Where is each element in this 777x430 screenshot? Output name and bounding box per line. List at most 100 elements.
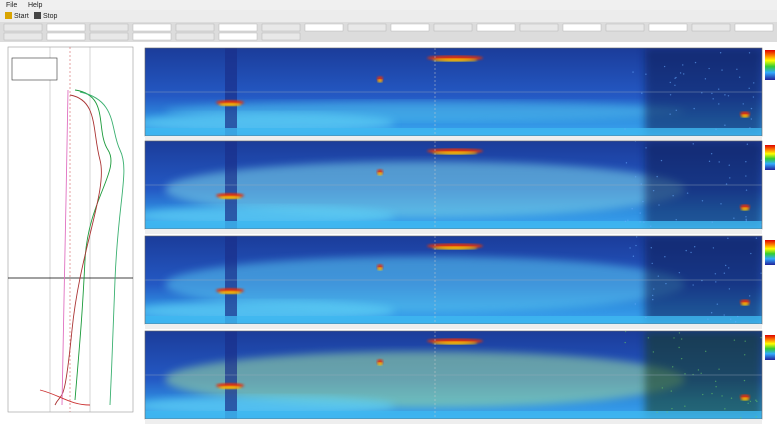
speckle (679, 72, 682, 74)
speckle (743, 354, 746, 356)
speckle (723, 272, 726, 274)
speckle (724, 94, 726, 96)
speckle (684, 405, 686, 407)
speckle (660, 159, 663, 162)
speckle (690, 251, 692, 254)
speckle (627, 219, 629, 221)
cloud-signal (432, 341, 478, 345)
parameter-field (132, 23, 172, 32)
toolbar-button[interactable]: Start (14, 13, 29, 20)
speckle (624, 220, 627, 223)
speckle (669, 94, 672, 96)
color-scale (765, 240, 775, 265)
speckle (711, 92, 713, 95)
speckle (661, 387, 664, 389)
speckle (643, 221, 645, 223)
lidar-panels (144, 47, 763, 424)
speckle (750, 118, 753, 120)
menu-item[interactable]: Help (28, 2, 43, 9)
speckle (724, 124, 726, 126)
speckle (702, 393, 704, 396)
speckle (685, 249, 687, 252)
cloud-signal (377, 362, 383, 366)
speckle (675, 218, 677, 221)
lidar-panel (144, 47, 763, 141)
speckle (721, 69, 723, 71)
lidar-panel (144, 140, 763, 234)
parameter-field (46, 23, 86, 32)
speckle (736, 68, 738, 70)
speckle (697, 369, 700, 371)
speckle (680, 357, 683, 360)
speckle (745, 189, 748, 191)
speckle (755, 399, 757, 401)
aerosol-layer (165, 351, 685, 408)
parameter-field (390, 23, 430, 32)
menu-item[interactable]: File (6, 2, 17, 9)
speckle (714, 273, 717, 275)
speckle (658, 204, 660, 206)
speckle (678, 346, 680, 349)
parameter-field (3, 23, 43, 32)
speckle (707, 318, 709, 320)
cloud-signal (377, 79, 383, 83)
stop-icon (34, 12, 41, 19)
speckle (760, 272, 762, 274)
speckle (717, 88, 720, 90)
speckle (760, 224, 762, 226)
speckle (753, 82, 755, 84)
speckle (692, 284, 694, 286)
parameter-field (734, 23, 774, 32)
profile-frame (7, 46, 134, 413)
speckle (750, 252, 752, 255)
speckle (674, 77, 676, 79)
speckle (652, 189, 655, 192)
speckle (701, 279, 703, 282)
toolbar-button[interactable]: Stop (43, 13, 58, 20)
speckle (693, 107, 695, 110)
speckle (724, 264, 727, 267)
time-axis-strip (145, 136, 762, 141)
speckle (640, 183, 642, 185)
color-scale (765, 145, 775, 170)
speckle (701, 200, 704, 202)
cloud-signal (218, 291, 242, 295)
speckle (728, 288, 731, 290)
speckle (665, 282, 667, 285)
speckle (680, 338, 683, 340)
speckle (639, 212, 641, 214)
speckle (745, 220, 747, 222)
menu-bar (0, 0, 777, 10)
parameter-field (46, 32, 86, 41)
parameter-field (89, 23, 129, 32)
speckle (675, 109, 677, 111)
speckle (684, 373, 686, 375)
color-scale (765, 50, 775, 80)
aerosol-layer (165, 161, 685, 218)
cloud-signal (741, 114, 749, 118)
speckle (710, 152, 713, 155)
speckle (742, 103, 744, 105)
speckle (748, 87, 750, 89)
parameter-field (347, 23, 387, 32)
speckle (625, 162, 628, 164)
speckle (715, 385, 717, 388)
speckle (760, 159, 762, 162)
speckle (743, 379, 746, 382)
profile-curve (79, 91, 125, 406)
profile-curve (39, 389, 91, 406)
speckle (650, 225, 652, 227)
speckle (760, 336, 762, 339)
speckle (755, 416, 757, 418)
lidar-panel (144, 235, 763, 329)
cloud-signal (741, 397, 749, 401)
speckle (740, 417, 742, 419)
cloud-signal (377, 172, 383, 176)
cloud-signal (218, 196, 242, 200)
panel-content (145, 236, 762, 324)
speckle (678, 332, 681, 334)
speckle (748, 52, 751, 54)
parameter-field (218, 23, 258, 32)
speckle (710, 312, 713, 314)
parameter-field (691, 23, 731, 32)
